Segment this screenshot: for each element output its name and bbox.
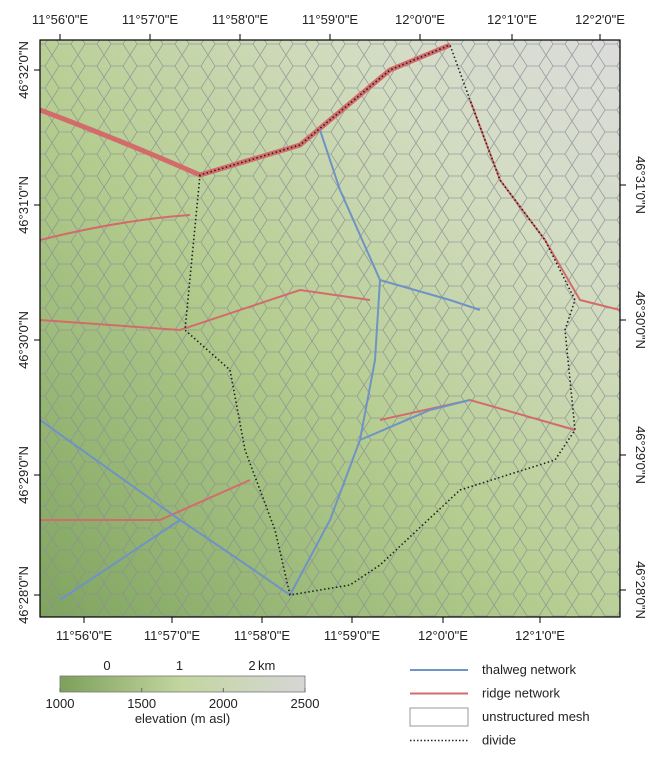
colorbar-label: 1500 xyxy=(127,696,156,711)
top-coord-label: 12°0'0"E xyxy=(395,12,445,27)
top-coord-label: 11°59'0"E xyxy=(302,12,358,27)
right-coord-label: 46°30'0"N xyxy=(633,291,648,349)
scale-label: 1 xyxy=(176,658,183,673)
colorbar-label: 2500 xyxy=(291,696,320,711)
legend-swatch xyxy=(409,707,469,727)
legend-label: unstructured mesh xyxy=(482,709,590,724)
bottom-coord-label: 12°1'0"E xyxy=(515,628,565,643)
bottom-coord-label: 11°57'0"E xyxy=(144,628,200,643)
bottom-coord-label: 11°58'0"E xyxy=(234,628,290,643)
left-coord-label: 46°29'0"N xyxy=(16,446,31,504)
left-coord-label: 46°28'0"N xyxy=(16,566,31,624)
colorbar-title: elevation (m asl) xyxy=(135,711,230,726)
scale-unit: km xyxy=(258,658,275,673)
right-coord-label: 46°29'0"N xyxy=(633,426,648,484)
thalweg-network xyxy=(40,129,481,601)
colorbar xyxy=(59,675,306,693)
top-coord-label: 11°58'0"E xyxy=(212,12,268,27)
left-coord-label: 46°32'0"N xyxy=(16,41,31,99)
scale-label: 0 xyxy=(103,658,110,673)
divide xyxy=(184,43,576,596)
colorbar-label: 2000 xyxy=(209,696,238,711)
top-coord-label: 12°1'0"E xyxy=(487,12,537,27)
mesh xyxy=(40,40,620,617)
scale-label: 2 xyxy=(248,658,255,673)
top-coord-label: 11°57'0"E xyxy=(122,12,178,27)
colorbar-label: 1000 xyxy=(46,696,75,711)
top-coord-label: 12°2'0"E xyxy=(575,12,625,27)
top-coord-label: 11°56'0"E xyxy=(32,12,88,27)
left-coord-label: 46°30'0"N xyxy=(16,311,31,369)
legend-label: ridge network xyxy=(482,686,561,701)
bottom-coord-label: 12°0'0"E xyxy=(418,628,468,643)
legend-label: divide xyxy=(482,733,516,748)
right-coord-label: 46°28'0"N xyxy=(633,561,648,619)
bottom-coord-label: 11°59'0"E xyxy=(324,628,380,643)
left-coord-label: 46°31'0"N xyxy=(16,176,31,234)
bottom-coord-label: 11°56'0"E xyxy=(56,628,112,643)
legend-label: thalweg network xyxy=(482,662,576,677)
map-area xyxy=(40,40,620,617)
right-coord-label: 46°31'0"N xyxy=(633,156,648,214)
